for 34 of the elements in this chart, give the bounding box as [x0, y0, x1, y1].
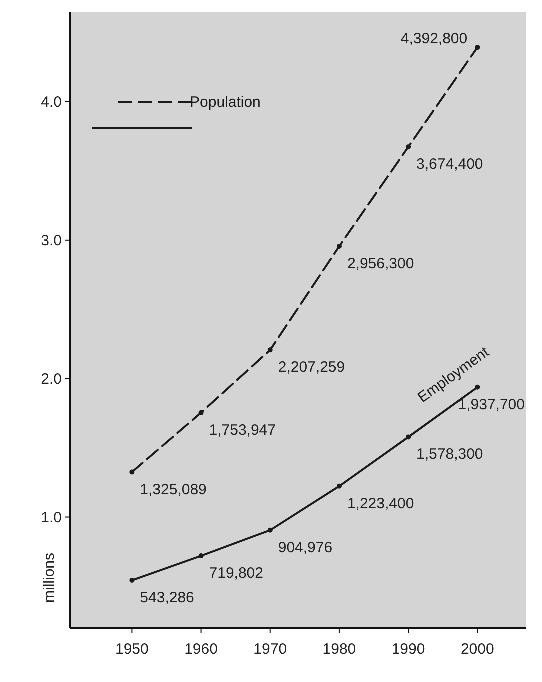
- annotation: 904,976: [278, 539, 333, 556]
- point: [268, 348, 273, 353]
- annotation: 4,392,800: [400, 30, 468, 48]
- x-tick-label: 1990: [392, 641, 426, 658]
- annotation: 543,286: [140, 590, 194, 607]
- annotation: 1,753,947: [209, 422, 276, 439]
- point: [198, 554, 204, 559]
- annotation: 1,223,400: [347, 495, 414, 512]
- annotation: 3,674,400: [416, 156, 484, 174]
- x-tick-label: 1980: [322, 641, 356, 658]
- point: [406, 144, 412, 150]
- y-tick-label: 4.0: [41, 94, 62, 111]
- point: [336, 244, 342, 249]
- y-tick-label: 2.0: [41, 370, 62, 388]
- point: [268, 528, 273, 533]
- y-tick-label: 3.0: [41, 232, 62, 250]
- x-tick-label: 1950: [115, 641, 149, 658]
- annotation: 2,207,259: [278, 359, 346, 376]
- point: [336, 484, 342, 489]
- annotation: 1,578,300: [416, 446, 484, 464]
- annotation: 2,956,300: [347, 255, 414, 272]
- point: [198, 410, 204, 416]
- point: [130, 578, 135, 584]
- point: [475, 45, 480, 50]
- point: [130, 470, 135, 475]
- annotation: 719,802: [209, 565, 264, 582]
- x-tick-label: 1960: [184, 641, 218, 658]
- y-axis-title: millions: [41, 552, 58, 604]
- legend-label: Population: [190, 94, 261, 111]
- y-tick-label: 1.0: [41, 509, 62, 526]
- point: [406, 434, 412, 440]
- x-tick-label: 1970: [254, 641, 288, 658]
- x-tick-label: 2000: [460, 641, 494, 658]
- annotation: 1,325,089: [140, 481, 207, 498]
